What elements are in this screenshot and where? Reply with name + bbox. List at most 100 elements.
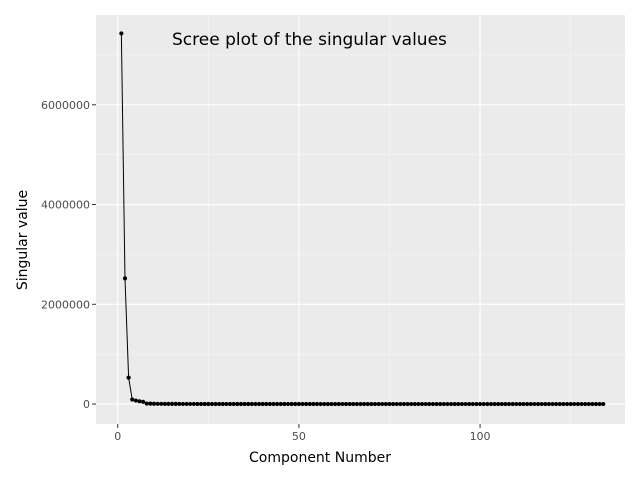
data-point bbox=[198, 401, 204, 407]
data-point bbox=[311, 401, 316, 407]
data-point bbox=[369, 401, 374, 407]
data-point bbox=[155, 401, 160, 406]
data-point bbox=[362, 401, 367, 407]
data-point bbox=[325, 401, 330, 407]
data-point bbox=[452, 401, 457, 407]
data-point bbox=[430, 401, 436, 407]
data-point bbox=[224, 401, 229, 407]
data-point bbox=[122, 276, 128, 281]
data-point bbox=[517, 401, 523, 407]
data-point bbox=[133, 398, 138, 403]
data-point bbox=[448, 401, 454, 407]
x-axis-title: Component Number bbox=[249, 450, 391, 466]
data-point bbox=[543, 401, 548, 407]
data-point bbox=[499, 401, 504, 407]
data-point bbox=[159, 401, 164, 406]
data-point bbox=[300, 401, 305, 407]
y-tick-label: 6000000 bbox=[41, 99, 90, 112]
data-point bbox=[470, 401, 475, 407]
data-point bbox=[521, 401, 526, 407]
data-point bbox=[441, 401, 446, 407]
data-point bbox=[528, 401, 533, 407]
data-point bbox=[579, 401, 584, 407]
data-point bbox=[532, 401, 537, 407]
data-point bbox=[148, 401, 153, 406]
x-tick-label: 100 bbox=[470, 430, 491, 443]
data-point bbox=[420, 401, 425, 407]
data-point bbox=[506, 401, 512, 407]
data-point bbox=[561, 401, 566, 407]
data-point bbox=[180, 401, 186, 407]
data-point bbox=[264, 401, 269, 407]
data-point bbox=[503, 401, 508, 407]
data-point bbox=[535, 401, 541, 407]
x-tick-label: 0 bbox=[114, 430, 121, 443]
data-point bbox=[202, 401, 207, 407]
data-point bbox=[376, 401, 381, 407]
data-point bbox=[434, 401, 439, 407]
data-point bbox=[141, 399, 146, 404]
data-point bbox=[177, 401, 182, 407]
y-axis-title: Singular value bbox=[15, 190, 31, 290]
data-point bbox=[456, 401, 461, 407]
data-point bbox=[347, 401, 352, 407]
axis-ticks: 0 50 100 0 2000000 4000000 6000000 bbox=[41, 99, 491, 443]
chart-title: Scree plot of the singular values bbox=[172, 30, 447, 50]
data-point bbox=[271, 401, 276, 407]
data-point bbox=[304, 401, 309, 407]
data-point bbox=[184, 401, 189, 407]
data-point bbox=[137, 399, 142, 404]
data-point bbox=[463, 401, 468, 407]
data-point bbox=[380, 401, 385, 407]
data-point bbox=[590, 401, 595, 407]
data-point bbox=[405, 401, 410, 407]
data-point bbox=[246, 401, 251, 407]
data-point bbox=[285, 401, 291, 407]
data-point bbox=[166, 401, 171, 406]
data-point bbox=[162, 401, 167, 406]
data-point bbox=[238, 401, 244, 407]
data-point bbox=[572, 401, 577, 407]
data-point bbox=[151, 401, 157, 406]
data-point bbox=[372, 401, 378, 407]
data-point bbox=[409, 401, 414, 407]
data-point bbox=[568, 401, 573, 407]
data-point bbox=[586, 401, 591, 407]
data-point bbox=[474, 401, 479, 407]
data-point bbox=[510, 401, 515, 407]
data-point bbox=[173, 401, 178, 407]
panel-background bbox=[96, 15, 625, 424]
data-point bbox=[488, 401, 494, 407]
data-point bbox=[213, 401, 218, 407]
data-point bbox=[242, 401, 247, 407]
data-point bbox=[358, 401, 363, 407]
data-point bbox=[275, 401, 280, 407]
data-point bbox=[220, 401, 225, 407]
data-point bbox=[597, 401, 602, 407]
data-point bbox=[231, 401, 236, 407]
data-point bbox=[253, 401, 258, 407]
data-point bbox=[293, 401, 298, 407]
data-point bbox=[336, 401, 341, 407]
data-point bbox=[539, 401, 544, 407]
data-point bbox=[485, 401, 490, 407]
data-point bbox=[391, 401, 396, 407]
data-point bbox=[188, 401, 193, 407]
data-point bbox=[267, 401, 273, 407]
data-point bbox=[601, 401, 606, 407]
data-point bbox=[191, 401, 196, 407]
data-point bbox=[525, 401, 530, 407]
data-point bbox=[496, 401, 501, 407]
data-point bbox=[365, 401, 370, 407]
data-point bbox=[130, 397, 135, 402]
data-point bbox=[340, 401, 345, 407]
data-point bbox=[333, 401, 338, 407]
y-tick-label: 4000000 bbox=[41, 199, 90, 212]
data-point bbox=[282, 401, 287, 407]
data-point bbox=[554, 401, 559, 407]
y-tick-label: 0 bbox=[83, 398, 90, 411]
data-point bbox=[296, 401, 301, 407]
data-point bbox=[256, 401, 262, 407]
data-point bbox=[557, 401, 562, 407]
